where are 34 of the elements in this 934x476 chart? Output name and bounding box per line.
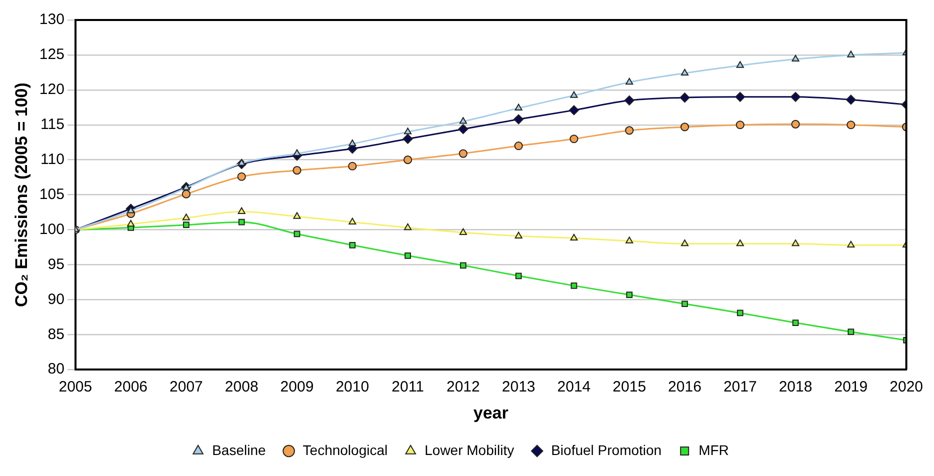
legend-label: Baseline	[212, 442, 266, 458]
y-tick-label: 125	[39, 46, 64, 64]
x-tick-label: 2009	[280, 378, 314, 396]
y-tick-label: 85	[48, 326, 64, 343]
x-tick-label: 2017	[723, 378, 757, 396]
x-tick-label: 2018	[778, 378, 812, 396]
y-tick-label: 110	[40, 150, 64, 168]
legend-label: Lower Mobility	[424, 442, 514, 458]
x-tick-label: 2019	[834, 378, 868, 396]
legend-label: MFR	[698, 442, 729, 458]
x-tick-label: 2010	[336, 378, 370, 396]
y-tick-label: 100	[39, 220, 64, 238]
x-tick-label: 2011	[392, 378, 424, 396]
x-tick-label: 2012	[446, 378, 480, 396]
x-tick-label: 2007	[170, 378, 203, 396]
y-tick-label: 120	[39, 81, 64, 98]
y-tick-label: 105	[39, 186, 64, 203]
y-tick-label: 90	[48, 290, 64, 308]
x-tick-label: 2014	[557, 378, 591, 396]
x-tick-label: 2020	[890, 378, 924, 396]
x-tick-label: 2013	[502, 378, 536, 396]
legend-label: Biofuel Promotion	[551, 442, 662, 458]
x-axis-title: year	[473, 403, 509, 422]
x-tick-label: 2015	[612, 378, 646, 396]
legend-label: Technological	[302, 442, 388, 458]
x-tick-label: 2008	[224, 378, 258, 396]
x-tick-label: 2016	[668, 378, 702, 396]
y-axis-title: CO₂ Emissions (2005 = 100)	[12, 82, 31, 308]
x-tick-label: 2006	[114, 378, 148, 396]
y-tick-label: 80	[48, 360, 64, 378]
y-tick-label: 115	[40, 116, 64, 134]
y-tick-label: 130	[39, 11, 64, 28]
y-tick-label: 95	[48, 256, 64, 273]
x-tick-label: 2005	[58, 378, 92, 396]
